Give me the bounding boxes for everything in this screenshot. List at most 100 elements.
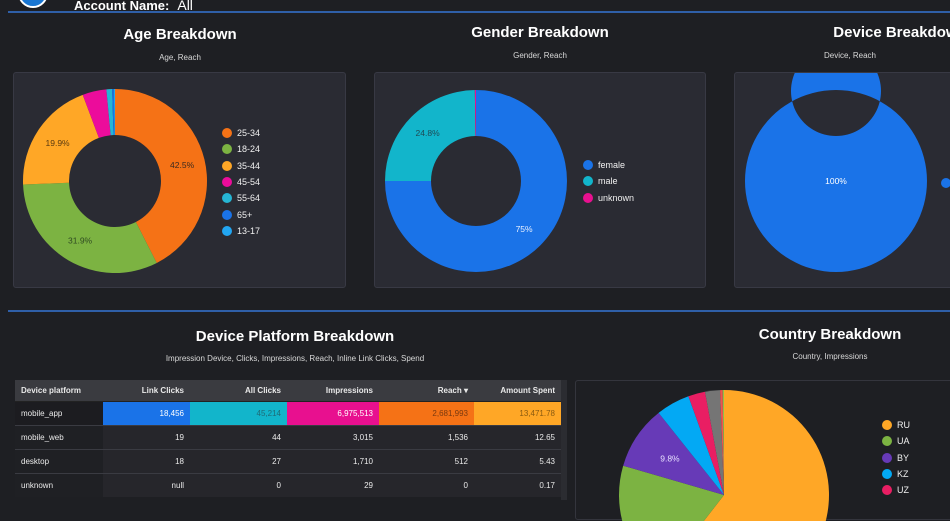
legend-swatch-icon — [222, 177, 232, 188]
table-cell: 13,471.78 — [474, 401, 561, 426]
legend-item[interactable]: 13-17 — [222, 223, 260, 239]
slice-other[interactable] — [704, 390, 724, 495]
account-label: Account Name: — [74, 0, 170, 13]
table-cell: 0 — [379, 473, 474, 497]
slice-35-44[interactable] — [23, 94, 99, 185]
legend-item[interactable]: UZ — [882, 482, 910, 498]
legend-item[interactable]: RU — [882, 417, 910, 433]
legend-label: 55-64 — [237, 193, 261, 204]
legend-swatch-icon — [222, 193, 232, 204]
legend-label: RU — [897, 420, 910, 431]
column-header-link-clicks[interactable]: Link Clicks — [103, 380, 190, 402]
column-header-impressions[interactable]: Impressions — [287, 380, 379, 402]
legend-label: male — [598, 176, 618, 187]
table-cell: null — [103, 473, 190, 497]
table-cell: 5.43 — [474, 449, 561, 474]
slice-other-2[interactable] — [720, 390, 724, 495]
slice-segment[interactable] — [744, 73, 927, 272]
age-chart-title: Age Breakdown — [123, 26, 237, 43]
legend-label: 18-24 — [237, 144, 261, 155]
legend-swatch-icon — [882, 485, 892, 496]
data-label: 24.8% — [416, 128, 441, 138]
legend-swatch-icon — [222, 209, 232, 220]
legend-item[interactable]: 35-44 — [222, 158, 260, 174]
legend-label: unknown — [598, 192, 635, 203]
slice-male[interactable] — [385, 90, 476, 181]
slice-unknown[interactable] — [474, 90, 476, 137]
device-donut-chart: 100% — [744, 73, 927, 272]
slice-25-34[interactable] — [115, 89, 207, 263]
row-label: unknown — [15, 473, 103, 497]
age-legend: 25-34 18-24 35-44 45-54 55-64 65+ 13-17 — [222, 125, 260, 239]
table-row[interactable]: mobile_app 18,456 45,214 6,975,513 2,681,993… — [15, 401, 561, 426]
legend-item[interactable]: 65+ — [222, 206, 260, 222]
legend-label: 13-17 — [237, 225, 261, 236]
account-filter[interactable]: Account Name: All — [74, 0, 193, 13]
table-row[interactable]: desktop 18 27 1,710 512 5.43 — [15, 449, 561, 474]
legend-item[interactable] — [941, 175, 950, 191]
table-cell: 29 — [287, 473, 379, 497]
legend-label: UA — [897, 436, 910, 447]
slice-65+[interactable] — [112, 89, 115, 136]
header-divider — [8, 11, 950, 13]
data-label: 100% — [825, 176, 847, 186]
legend-swatch-icon — [882, 436, 892, 447]
legend-item[interactable]: 18-24 — [222, 141, 260, 157]
legend-item[interactable]: male — [583, 173, 634, 189]
country-legend: RU UA BY KZ UZ — [882, 417, 910, 498]
legend-swatch-icon — [583, 160, 593, 171]
table-cell: 2,681,993 — [379, 401, 474, 426]
data-label: 31.9% — [68, 236, 93, 246]
table-cell: 512 — [379, 449, 474, 474]
legend-swatch-icon — [222, 225, 232, 236]
gender-donut-chart: 75% 24.8% — [385, 90, 567, 272]
legend-label: 65+ — [237, 209, 253, 220]
column-header-all-clicks[interactable]: All Clicks — [190, 380, 287, 402]
legend-item[interactable]: 25-34 — [222, 125, 260, 141]
data-label: 9.8% — [660, 454, 680, 464]
country-chart-title: Country Breakdown — [758, 326, 902, 343]
table-row[interactable]: mobile_web 19 44 3,015 1,536 12.65 — [15, 425, 561, 450]
legend-swatch-icon — [222, 144, 232, 155]
account-value: All — [177, 0, 193, 13]
table-cell: 0 — [190, 473, 287, 497]
legend-item[interactable]: female — [583, 157, 634, 173]
data-label: 75% — [516, 224, 533, 234]
platform-table-wrapper: Device platform Link Clicks All Clicks Impr… — [15, 380, 561, 497]
legend-label: BY — [897, 452, 910, 463]
legend-item[interactable]: BY — [882, 450, 910, 466]
table-row[interactable]: unknown null 0 29 0 0.17 — [15, 473, 561, 497]
platform-table-subtitle: Impression Device, Clicks, Impressions, … — [165, 354, 425, 363]
legend-item[interactable]: 45-54 — [222, 174, 260, 190]
slice-45-54[interactable] — [82, 89, 111, 138]
gender-chart-panel: 75% 24.8% female male unknown — [374, 72, 706, 288]
legend-item[interactable]: 55-64 — [222, 190, 260, 206]
table-cell: 27 — [190, 449, 287, 474]
slice-other-3[interactable] — [722, 390, 724, 495]
table-cell: 3,015 — [287, 425, 379, 450]
gender-chart-title: Gender Breakdown — [471, 24, 609, 41]
device-chart-panel: 100% — [734, 72, 950, 288]
slice-55-64[interactable] — [106, 89, 114, 136]
table-cell: 0.17 — [474, 473, 561, 497]
legend-swatch-icon — [583, 192, 593, 203]
slice-13-17[interactable] — [113, 89, 115, 136]
column-header-amount-spent[interactable]: Amount Spent — [474, 380, 561, 402]
column-header-reach[interactable]: Reach ▾ — [379, 380, 474, 402]
table-cell: 44 — [190, 425, 287, 450]
legend-item[interactable]: UA — [882, 433, 910, 449]
slice-female[interactable] — [385, 90, 567, 272]
slice-ru[interactable] — [660, 390, 829, 521]
legend-item[interactable]: unknown — [583, 190, 634, 206]
slice-uz[interactable] — [688, 391, 724, 495]
slice-18-24[interactable] — [23, 182, 157, 273]
data-label: 42.5% — [170, 160, 195, 170]
slice-by[interactable] — [623, 412, 724, 495]
legend-swatch-icon — [882, 452, 892, 463]
table-cell: 18 — [103, 449, 190, 474]
slice-kz[interactable] — [658, 396, 724, 495]
legend-swatch-icon — [941, 178, 950, 189]
column-header-device-platform[interactable]: Device platform — [15, 380, 103, 402]
table-scrollbar[interactable] — [561, 380, 567, 500]
legend-item[interactable]: KZ — [882, 466, 910, 482]
